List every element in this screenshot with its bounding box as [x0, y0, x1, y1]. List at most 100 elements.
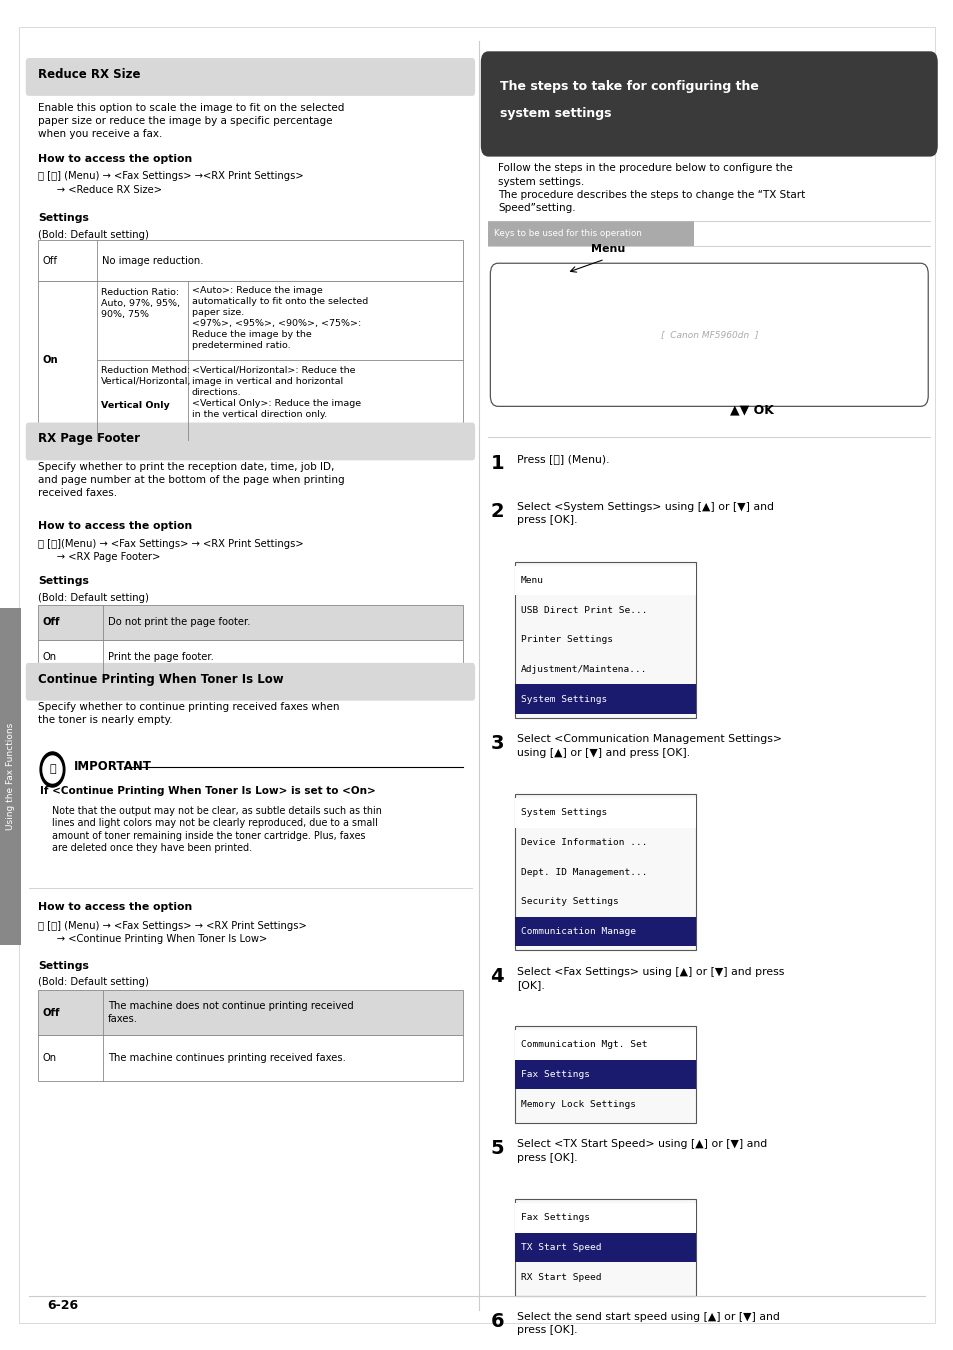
- Text: <Vertical/Horizontal>: Reduce the
image in vertical and horizontal
directions.
<: <Vertical/Horizontal>: Reduce the image …: [192, 366, 360, 418]
- FancyBboxPatch shape: [26, 663, 475, 701]
- Text: ὚ [Ⓜ](Menu) → <Fax Settings> → <RX Print Settings>
      → <RX Page Footer>: ὚ [Ⓜ](Menu) → <Fax Settings> → <RX Print…: [38, 539, 303, 562]
- Text: 3: 3: [490, 734, 503, 753]
- Text: The steps to take for configuring the: The steps to take for configuring the: [499, 80, 758, 93]
- Text: system settings: system settings: [499, 107, 611, 120]
- Text: 2: 2: [490, 502, 503, 521]
- Text: How to access the option: How to access the option: [38, 521, 193, 531]
- FancyBboxPatch shape: [26, 423, 475, 460]
- Bar: [38, 990, 462, 1035]
- Bar: [515, 566, 696, 595]
- Text: Fax Settings: Fax Settings: [520, 1214, 589, 1222]
- Text: Off: Off: [43, 617, 60, 628]
- Text: Memory Lock Settings: Memory Lock Settings: [520, 1100, 636, 1108]
- Text: (Bold: Default setting): (Bold: Default setting): [38, 230, 149, 239]
- Bar: [515, 1233, 696, 1262]
- Text: 6: 6: [490, 1312, 503, 1331]
- Text: [  Canon MF5960dn  ]: [ Canon MF5960dn ]: [659, 331, 758, 339]
- Text: System Settings: System Settings: [520, 695, 606, 703]
- Bar: [38, 640, 462, 675]
- Bar: [38, 281, 462, 440]
- Text: (Bold: Default setting): (Bold: Default setting): [38, 977, 149, 987]
- Text: How to access the option: How to access the option: [38, 902, 193, 911]
- Text: <Auto>: Reduce the image
automatically to fit onto the selected
paper size.
<97%: <Auto>: Reduce the image automatically t…: [192, 286, 368, 350]
- Text: Using the Fax Functions: Using the Fax Functions: [6, 722, 15, 830]
- Text: Dept. ID Management...: Dept. ID Management...: [520, 868, 647, 876]
- Text: Menu: Menu: [520, 576, 543, 585]
- Text: Communication Mgt. Set: Communication Mgt. Set: [520, 1041, 647, 1049]
- Text: ὚ [Ⓜ] (Menu) → <Fax Settings> → <RX Print Settings>
      → <Continue Printing W: ὚ [Ⓜ] (Menu) → <Fax Settings> → <RX Prin…: [38, 921, 307, 944]
- Text: ὚ [Ⓜ] (Menu) → <Fax Settings> →<RX Print Settings>
      → <Reduce RX Size>: ὚ [Ⓜ] (Menu) → <Fax Settings> →<RX Print…: [38, 171, 303, 194]
- Text: Select the send start speed using [▲] or [▼] and
press [OK].: Select the send start speed using [▲] or…: [517, 1312, 780, 1335]
- Text: Settings: Settings: [38, 961, 89, 971]
- Text: Specify whether to print the reception date, time, job ID,
and page number at th: Specify whether to print the reception d…: [38, 462, 344, 498]
- Text: 5: 5: [490, 1139, 503, 1158]
- Bar: [38, 1035, 462, 1081]
- Circle shape: [40, 752, 65, 787]
- Text: Communication Manage: Communication Manage: [520, 927, 636, 936]
- Text: Adjustment/Maintena...: Adjustment/Maintena...: [520, 666, 647, 674]
- Text: On: On: [43, 1053, 57, 1064]
- Text: Security Settings: Security Settings: [520, 898, 618, 906]
- Text: Print the page footer.: Print the page footer.: [108, 652, 213, 663]
- Text: Printer Settings: Printer Settings: [520, 636, 612, 644]
- Text: ✋: ✋: [50, 764, 55, 775]
- FancyBboxPatch shape: [480, 51, 937, 157]
- Text: Select <Fax Settings> using [▲] or [▼] and press
[OK].: Select <Fax Settings> using [▲] or [▼] a…: [517, 967, 783, 990]
- Text: On: On: [43, 355, 58, 366]
- Text: Reduction Method:
Vertical/Horizontal,: Reduction Method: Vertical/Horizontal,: [101, 366, 192, 397]
- Text: Settings: Settings: [38, 576, 89, 586]
- Text: If <Continue Printing When Toner Is Low> is set to <On>: If <Continue Printing When Toner Is Low>…: [40, 786, 375, 795]
- Text: (Bold: Default setting): (Bold: Default setting): [38, 593, 149, 602]
- FancyBboxPatch shape: [490, 263, 927, 406]
- Text: Enable this option to scale the image to fit on the selected
paper size or reduc: Enable this option to scale the image to…: [38, 103, 344, 139]
- Text: ▲▼ OK: ▲▼ OK: [730, 404, 773, 416]
- Bar: [38, 605, 462, 640]
- Text: Device Information ...: Device Information ...: [520, 838, 647, 846]
- Text: How to access the option: How to access the option: [38, 154, 193, 163]
- Text: USB Direct Print Se...: USB Direct Print Se...: [520, 606, 647, 614]
- Bar: [0, 608, 21, 945]
- Text: RX Page Footer: RX Page Footer: [38, 432, 140, 446]
- Text: Specify whether to continue printing received faxes when
the toner is nearly emp: Specify whether to continue printing rec…: [38, 702, 339, 725]
- Text: Menu: Menu: [590, 244, 624, 254]
- Text: On: On: [43, 652, 57, 663]
- Text: Vertical Only: Vertical Only: [101, 401, 170, 410]
- Bar: [515, 684, 696, 714]
- Text: Note that the output may not be clear, as subtle details such as thin
lines and : Note that the output may not be clear, a…: [52, 806, 382, 853]
- Text: Select <TX Start Speed> using [▲] or [▼] and
press [OK].: Select <TX Start Speed> using [▲] or [▼]…: [517, 1139, 766, 1162]
- Text: Follow the steps in the procedure below to configure the
system settings.
The pr: Follow the steps in the procedure below …: [497, 163, 804, 213]
- Text: The machine does not continue printing received
faxes.: The machine does not continue printing r…: [108, 1002, 354, 1023]
- Bar: [515, 1203, 696, 1233]
- FancyBboxPatch shape: [26, 58, 475, 96]
- Bar: [515, 917, 696, 946]
- Text: TX Start Speed: TX Start Speed: [520, 1243, 600, 1251]
- Text: The machine continues printing received faxes.: The machine continues printing received …: [108, 1053, 345, 1064]
- Text: IMPORTANT: IMPORTANT: [73, 760, 152, 774]
- Text: Select <Communication Management Settings>
using [▲] or [▼] and press [OK].: Select <Communication Management Setting…: [517, 734, 781, 757]
- Bar: [488, 221, 693, 246]
- Bar: [515, 1026, 696, 1123]
- Bar: [38, 240, 462, 281]
- Text: Off: Off: [43, 255, 58, 266]
- Bar: [515, 1060, 696, 1089]
- Text: RX Start Speed: RX Start Speed: [520, 1273, 600, 1281]
- Text: Reduce RX Size: Reduce RX Size: [38, 68, 140, 81]
- Text: 6-26: 6-26: [48, 1299, 79, 1312]
- Bar: [515, 562, 696, 718]
- Text: Settings: Settings: [38, 213, 89, 223]
- Text: Keys to be used for this operation: Keys to be used for this operation: [494, 230, 641, 238]
- Text: Select <System Settings> using [▲] or [▼] and
press [OK].: Select <System Settings> using [▲] or [▼…: [517, 502, 773, 525]
- Bar: [515, 798, 696, 828]
- Text: Press [Ⓜ] (Menu).: Press [Ⓜ] (Menu).: [517, 454, 609, 463]
- Text: System Settings: System Settings: [520, 809, 606, 817]
- Text: Off: Off: [43, 1007, 60, 1018]
- Bar: [515, 1030, 696, 1060]
- Bar: [515, 794, 696, 950]
- Text: Reduction Ratio:
Auto, 97%, 95%,
90%, 75%: Reduction Ratio: Auto, 97%, 95%, 90%, 75…: [101, 288, 180, 319]
- Circle shape: [43, 756, 62, 783]
- Text: 4: 4: [490, 967, 503, 985]
- Text: Continue Printing When Toner Is Low: Continue Printing When Toner Is Low: [38, 672, 283, 686]
- Bar: [515, 1199, 696, 1296]
- Text: 1: 1: [490, 454, 503, 472]
- Text: No image reduction.: No image reduction.: [102, 255, 203, 266]
